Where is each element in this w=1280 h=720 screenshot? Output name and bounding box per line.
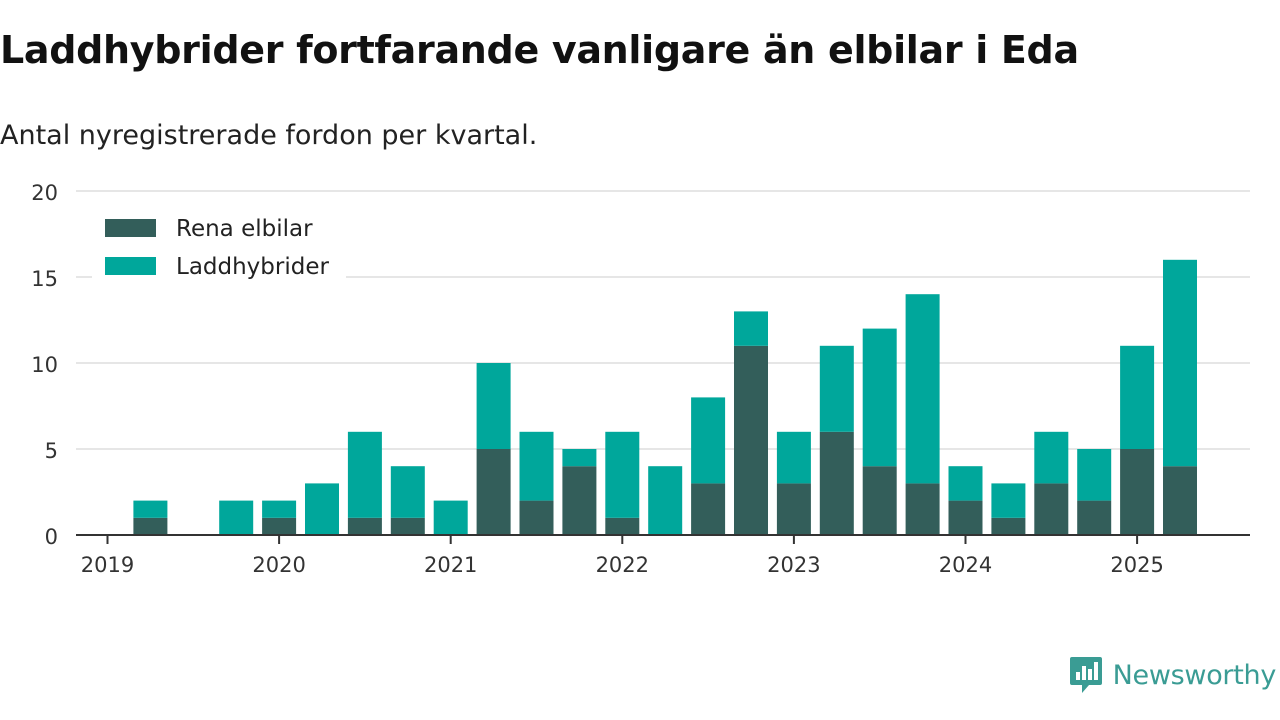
x-tick-label: 2020	[252, 553, 305, 577]
chart-title: Laddhybrider fortfarande vanligare än el…	[0, 28, 1079, 72]
y-tick-label: 10	[31, 353, 58, 377]
bar-laddhybrider	[819, 345, 854, 432]
bar-laddhybrider	[991, 483, 1026, 518]
bar-laddhybrider	[1163, 259, 1197, 467]
bar-rena-elbilar	[1163, 466, 1197, 535]
bar-laddhybrider	[390, 466, 425, 518]
bar-rena-elbilar	[133, 517, 168, 535]
bar-rena-elbilar	[605, 517, 640, 535]
bar-laddhybrider	[1034, 431, 1069, 484]
bar-laddhybrider	[948, 466, 983, 501]
bar-laddhybrider	[519, 431, 554, 501]
bar-rena-elbilar	[476, 449, 511, 535]
bar-rena-elbilar	[948, 500, 983, 535]
bar-rena-elbilar	[262, 517, 297, 535]
bar-rena-elbilar	[347, 517, 382, 535]
x-tick-label: 2024	[939, 553, 992, 577]
bar-laddhybrider	[562, 449, 597, 467]
bar-rena-elbilar	[776, 483, 811, 535]
newsworthy-logo: Newsworthy	[1069, 654, 1276, 696]
chart-subtitle: Antal nyregistrerade fordon per kvartal.	[0, 120, 538, 151]
bar-laddhybrider	[433, 500, 468, 535]
bar-laddhybrider	[133, 500, 168, 518]
bar-laddhybrider	[605, 431, 640, 518]
bar-laddhybrider	[219, 500, 254, 535]
bar-laddhybrider	[1077, 449, 1112, 501]
bar-rena-elbilar	[1034, 483, 1069, 535]
axes: 0 5 10 15 20 2019 2020 2021 2022 2023 2024 2025	[31, 181, 1250, 577]
brand-name: Newsworthy	[1112, 659, 1277, 691]
legend-label: Laddhybrider	[176, 254, 329, 280]
legend-swatch	[105, 219, 156, 237]
y-tick-label: 15	[31, 267, 58, 291]
bar-rena-elbilar	[1077, 500, 1112, 535]
legend-swatch	[105, 257, 156, 275]
bar-laddhybrider	[305, 483, 339, 535]
bars	[133, 259, 1197, 535]
bar-rena-elbilar	[390, 517, 425, 535]
bar-laddhybrider	[476, 363, 511, 449]
legend: Rena elbilar Laddhybrider	[92, 203, 346, 291]
x-tick-label: 2023	[767, 553, 820, 577]
bar-laddhybrider	[347, 431, 382, 518]
bar-rena-elbilar	[1120, 449, 1155, 535]
bar-laddhybrider	[862, 328, 897, 467]
bar-laddhybrider	[262, 500, 297, 518]
x-tick-label: 2022	[596, 553, 649, 577]
newsworthy-chart-icon	[1069, 657, 1102, 693]
bar-laddhybrider	[905, 294, 940, 484]
bar-laddhybrider	[776, 431, 811, 484]
bar-rena-elbilar	[691, 483, 726, 535]
bar-rena-elbilar	[905, 483, 940, 535]
bar-rena-elbilar	[562, 466, 597, 535]
bar-laddhybrider	[648, 466, 683, 535]
bar-laddhybrider	[1120, 345, 1155, 449]
bar-rena-elbilar	[862, 466, 897, 535]
y-tick-label: 0	[45, 525, 58, 549]
x-tick-label: 2019	[81, 553, 134, 577]
bar-laddhybrider	[734, 311, 768, 346]
bar-rena-elbilar	[734, 345, 768, 535]
bar-rena-elbilar	[519, 500, 554, 535]
legend-label: Rena elbilar	[176, 216, 313, 242]
y-tick-label: 5	[45, 439, 58, 463]
y-tick-label: 20	[31, 181, 58, 205]
x-tick-label: 2021	[424, 553, 477, 577]
x-tick-label: 2025	[1110, 553, 1163, 577]
bar-rena-elbilar	[991, 517, 1026, 535]
bar-laddhybrider	[691, 397, 726, 484]
bar-rena-elbilar	[819, 431, 854, 535]
